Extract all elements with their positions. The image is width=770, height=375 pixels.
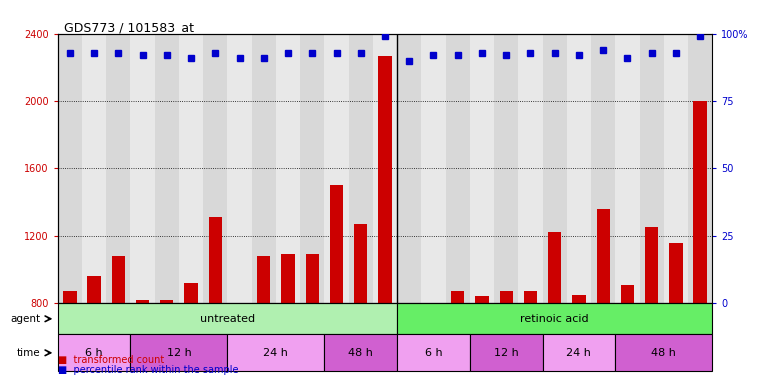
Bar (82, 34, 106, 303)
Bar (88, 276, 101, 303)
Bar (227, 34, 252, 303)
Bar (58, 34, 82, 303)
Bar (524, 291, 537, 303)
Bar (543, 34, 567, 303)
Bar (209, 217, 222, 303)
Bar (179, 34, 203, 303)
Bar (373, 34, 397, 303)
Bar (421, 34, 446, 303)
Bar (597, 209, 610, 303)
Bar (233, 303, 246, 306)
Bar (500, 291, 513, 303)
Bar (184, 283, 198, 303)
Bar (58, 303, 397, 334)
Text: 24 h: 24 h (567, 348, 591, 358)
Bar (227, 334, 324, 371)
Bar (591, 34, 615, 303)
Bar (252, 34, 276, 303)
Bar (257, 256, 270, 303)
Bar (397, 303, 712, 334)
Bar (688, 34, 712, 303)
Bar (281, 254, 295, 303)
Bar (276, 34, 300, 303)
Bar (567, 34, 591, 303)
Bar (155, 34, 179, 303)
Bar (324, 34, 349, 303)
Bar (669, 243, 682, 303)
Bar (470, 34, 494, 303)
Text: 6 h: 6 h (425, 348, 442, 358)
Text: 24 h: 24 h (263, 348, 288, 358)
Bar (397, 334, 470, 371)
Bar (306, 254, 319, 303)
Bar (494, 34, 518, 303)
Text: agent: agent (11, 314, 41, 324)
Bar (130, 34, 155, 303)
Bar (621, 285, 634, 303)
Bar (106, 34, 130, 303)
Text: 6 h: 6 h (85, 348, 103, 358)
Bar (645, 227, 658, 303)
Bar (203, 34, 227, 303)
Text: GDS773 / 101583_at: GDS773 / 101583_at (65, 21, 194, 34)
Bar (615, 334, 712, 371)
Bar (640, 34, 664, 303)
Text: 48 h: 48 h (348, 348, 373, 358)
Bar (63, 291, 76, 303)
Text: untreated: untreated (200, 314, 255, 324)
Bar (112, 256, 125, 303)
Bar (300, 34, 324, 303)
Text: time: time (17, 348, 41, 358)
Bar (130, 334, 227, 371)
Bar (330, 185, 343, 303)
Bar (136, 300, 149, 303)
Bar (403, 303, 416, 312)
Bar (58, 334, 130, 371)
Bar (518, 34, 543, 303)
Bar (548, 232, 561, 303)
Bar (354, 224, 367, 303)
Text: 12 h: 12 h (166, 348, 191, 358)
Bar (427, 303, 440, 305)
Text: 48 h: 48 h (651, 348, 676, 358)
Bar (446, 34, 470, 303)
Bar (470, 334, 543, 371)
Bar (543, 334, 615, 371)
Bar (397, 34, 421, 303)
Text: ■  transformed count: ■ transformed count (58, 355, 164, 365)
Bar (475, 297, 489, 303)
Bar (349, 34, 373, 303)
Bar (451, 291, 464, 303)
Bar (324, 334, 397, 371)
Bar (664, 34, 688, 303)
Bar (615, 34, 640, 303)
Bar (694, 101, 707, 303)
Bar (160, 300, 173, 303)
Bar (572, 295, 586, 303)
Text: ■  percentile rank within the sample: ■ percentile rank within the sample (58, 364, 238, 375)
Text: 12 h: 12 h (494, 348, 518, 358)
Text: retinoic acid: retinoic acid (521, 314, 589, 324)
Bar (378, 56, 392, 303)
